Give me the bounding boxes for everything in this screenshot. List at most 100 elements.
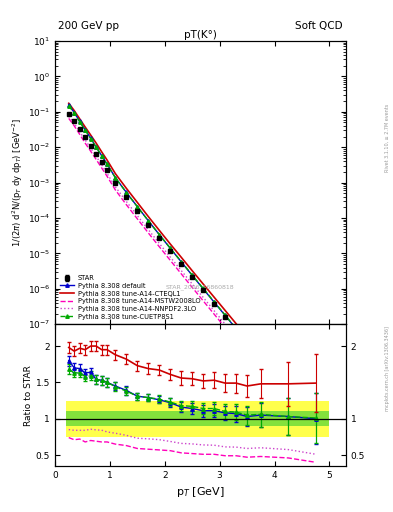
Text: STAR_2006_S6860818: STAR_2006_S6860818 xyxy=(166,285,235,290)
Legend: STAR, Pythia 8.308 default, Pythia 8.308 tune-A14-CTEQL1, Pythia 8.308 tune-A14-: STAR, Pythia 8.308 default, Pythia 8.308… xyxy=(58,274,202,321)
Pythia 8.308 tune-A14-MSTW2008LO xyxy=(286,393,290,399)
Pythia 8.308 tune-A14-CTEQL1 xyxy=(259,351,263,357)
Pythia 8.308 tune-A14-CTEQL1 xyxy=(157,227,162,233)
Pythia 8.308 default xyxy=(212,299,217,305)
Pythia 8.308 tune-A14-NNPDF2.3LO xyxy=(157,240,162,246)
Pythia 8.308 tune-A14-NNPDF2.3LO xyxy=(212,308,217,314)
Pythia 8.308 tune-A14-NNPDF2.3LO xyxy=(259,365,263,371)
Pythia 8.308 default xyxy=(179,259,184,265)
Pythia 8.308 tune-A14-MSTW2008LO xyxy=(259,368,263,374)
Pythia 8.308 tune-A14-NNPDF2.3LO xyxy=(234,334,239,340)
Pythia 8.308 tune-A14-CTEQL1 xyxy=(135,199,140,205)
Pythia 8.308 tune-A14-CTEQL1 xyxy=(113,170,118,177)
Pythia 8.308 tune-CUETP8S1 xyxy=(113,175,118,181)
Pythia 8.308 tune-CUETP8S1 xyxy=(94,144,99,151)
Pythia 8.308 default xyxy=(223,312,228,318)
Pythia 8.308 tune-A14-NNPDF2.3LO xyxy=(72,120,77,126)
Pythia 8.308 default xyxy=(190,272,195,279)
Pythia 8.308 tune-A14-CTEQL1 xyxy=(83,124,88,130)
Pythia 8.308 tune-A14-NNPDF2.3LO xyxy=(135,212,140,219)
Pythia 8.308 tune-CUETP8S1 xyxy=(146,218,151,224)
Text: Rivet 3.1.10, ≥ 2.7M events: Rivet 3.1.10, ≥ 2.7M events xyxy=(385,104,390,173)
Pythia 8.308 tune-A14-MSTW2008LO xyxy=(234,338,239,344)
Pythia 8.308 tune-CUETP8S1 xyxy=(135,204,140,210)
Pythia 8.308 tune-A14-MSTW2008LO xyxy=(157,244,162,250)
Pythia 8.308 tune-A14-MSTW2008LO xyxy=(135,216,140,222)
Pythia 8.308 tune-CUETP8S1 xyxy=(179,259,184,265)
Pythia 8.308 tune-A14-MSTW2008LO xyxy=(99,165,104,171)
Pythia 8.308 default xyxy=(72,110,77,116)
Line: Pythia 8.308 tune-A14-NNPDF2.3LO: Pythia 8.308 tune-A14-NNPDF2.3LO xyxy=(69,116,316,418)
Pythia 8.308 default xyxy=(245,339,250,346)
Pythia 8.308 tune-CUETP8S1 xyxy=(66,103,71,109)
Pythia 8.308 tune-A14-NNPDF2.3LO xyxy=(99,162,104,168)
Pythia 8.308 tune-A14-CTEQL1 xyxy=(201,281,206,287)
Pythia 8.308 tune-CUETP8S1 xyxy=(190,272,195,278)
Pythia 8.308 tune-A14-NNPDF2.3LO xyxy=(201,294,206,301)
Title: pT(K°): pT(K°) xyxy=(184,30,217,40)
Pythia 8.308 tune-A14-CTEQL1 xyxy=(146,214,151,220)
Pythia 8.308 tune-CUETP8S1 xyxy=(234,326,239,332)
Pythia 8.308 default xyxy=(234,326,239,332)
Pythia 8.308 tune-A14-MSTW2008LO xyxy=(146,230,151,236)
Pythia 8.308 tune-A14-CTEQL1 xyxy=(313,398,318,404)
X-axis label: p$_T$ [GeV]: p$_T$ [GeV] xyxy=(176,485,225,499)
Pythia 8.308 tune-CUETP8S1 xyxy=(212,298,217,305)
Pythia 8.308 default xyxy=(99,153,104,159)
Pythia 8.308 tune-A14-NNPDF2.3LO xyxy=(66,113,71,119)
Pythia 8.308 tune-CUETP8S1 xyxy=(223,312,228,318)
Pythia 8.308 tune-A14-MSTW2008LO xyxy=(212,311,217,317)
Pythia 8.308 tune-A14-NNPDF2.3LO xyxy=(179,267,184,273)
Pythia 8.308 default xyxy=(146,218,151,224)
Pythia 8.308 tune-CUETP8S1 xyxy=(124,189,129,196)
Pythia 8.308 tune-A14-MSTW2008LO xyxy=(88,148,93,154)
Pythia 8.308 tune-A14-CTEQL1 xyxy=(105,157,110,163)
Pythia 8.308 tune-A14-MSTW2008LO xyxy=(190,284,195,290)
Pythia 8.308 tune-A14-MSTW2008LO xyxy=(201,297,206,304)
Pythia 8.308 tune-A14-CTEQL1 xyxy=(212,294,217,301)
Pythia 8.308 tune-A14-CTEQL1 xyxy=(168,241,173,247)
Pythia 8.308 tune-A14-NNPDF2.3LO xyxy=(313,415,318,421)
Pythia 8.308 tune-A14-NNPDF2.3LO xyxy=(105,170,110,177)
Pythia 8.308 default xyxy=(259,356,263,362)
Pythia 8.308 tune-CUETP8S1 xyxy=(88,136,93,142)
Pythia 8.308 tune-A14-NNPDF2.3LO xyxy=(113,184,118,190)
Pythia 8.308 tune-A14-NNPDF2.3LO xyxy=(88,145,93,151)
Pythia 8.308 tune-CUETP8S1 xyxy=(157,231,162,238)
Pythia 8.308 default xyxy=(168,245,173,251)
Pythia 8.308 default xyxy=(105,161,110,167)
Pythia 8.308 tune-CUETP8S1 xyxy=(105,161,110,167)
Pythia 8.308 tune-CUETP8S1 xyxy=(99,153,104,159)
Pythia 8.308 tune-A14-NNPDF2.3LO xyxy=(124,199,129,205)
Pythia 8.308 tune-CUETP8S1 xyxy=(286,381,290,387)
Pythia 8.308 tune-A14-NNPDF2.3LO xyxy=(94,153,99,159)
Pythia 8.308 tune-A14-MSTW2008LO xyxy=(83,140,88,146)
Pythia 8.308 tune-A14-MSTW2008LO xyxy=(124,202,129,208)
Pythia 8.308 default xyxy=(313,404,318,411)
Pythia 8.308 tune-A14-NNPDF2.3LO xyxy=(223,321,228,327)
Pythia 8.308 tune-CUETP8S1 xyxy=(83,127,88,133)
Text: 200 GeV pp: 200 GeV pp xyxy=(58,21,119,31)
Pythia 8.308 tune-A14-CTEQL1 xyxy=(286,375,290,381)
Pythia 8.308 tune-A14-MSTW2008LO xyxy=(179,271,184,277)
Pythia 8.308 tune-A14-MSTW2008LO xyxy=(77,131,82,137)
Pythia 8.308 tune-A14-CTEQL1 xyxy=(179,254,184,260)
Pythia 8.308 tune-A14-NNPDF2.3LO xyxy=(168,254,173,260)
Pythia 8.308 tune-CUETP8S1 xyxy=(313,404,318,410)
Pythia 8.308 default xyxy=(157,231,162,238)
Pythia 8.308 default xyxy=(94,144,99,151)
Line: Pythia 8.308 tune-A14-CTEQL1: Pythia 8.308 tune-A14-CTEQL1 xyxy=(69,103,316,401)
Text: Soft QCD: Soft QCD xyxy=(295,21,343,31)
Pythia 8.308 tune-CUETP8S1 xyxy=(245,339,250,345)
Pythia 8.308 default xyxy=(66,102,71,108)
Pythia 8.308 tune-A14-NNPDF2.3LO xyxy=(83,137,88,143)
Pythia 8.308 tune-A14-NNPDF2.3LO xyxy=(146,227,151,233)
Pythia 8.308 default xyxy=(201,286,206,292)
Pythia 8.308 tune-A14-NNPDF2.3LO xyxy=(245,348,250,354)
Pythia 8.308 tune-A14-MSTW2008LO xyxy=(313,418,318,424)
Text: mcplots.cern.ch [arXiv:1306.3436]: mcplots.cern.ch [arXiv:1306.3436] xyxy=(385,326,390,411)
Line: Pythia 8.308 tune-CUETP8S1: Pythia 8.308 tune-CUETP8S1 xyxy=(67,104,318,409)
Pythia 8.308 default xyxy=(113,175,118,181)
Pythia 8.308 tune-A14-MSTW2008LO xyxy=(168,257,173,263)
Pythia 8.308 tune-A14-MSTW2008LO xyxy=(105,173,110,179)
